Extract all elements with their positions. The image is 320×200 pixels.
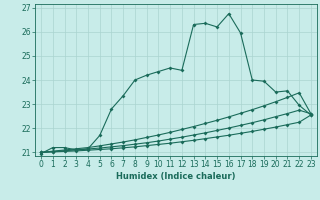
X-axis label: Humidex (Indice chaleur): Humidex (Indice chaleur) [116,172,236,181]
